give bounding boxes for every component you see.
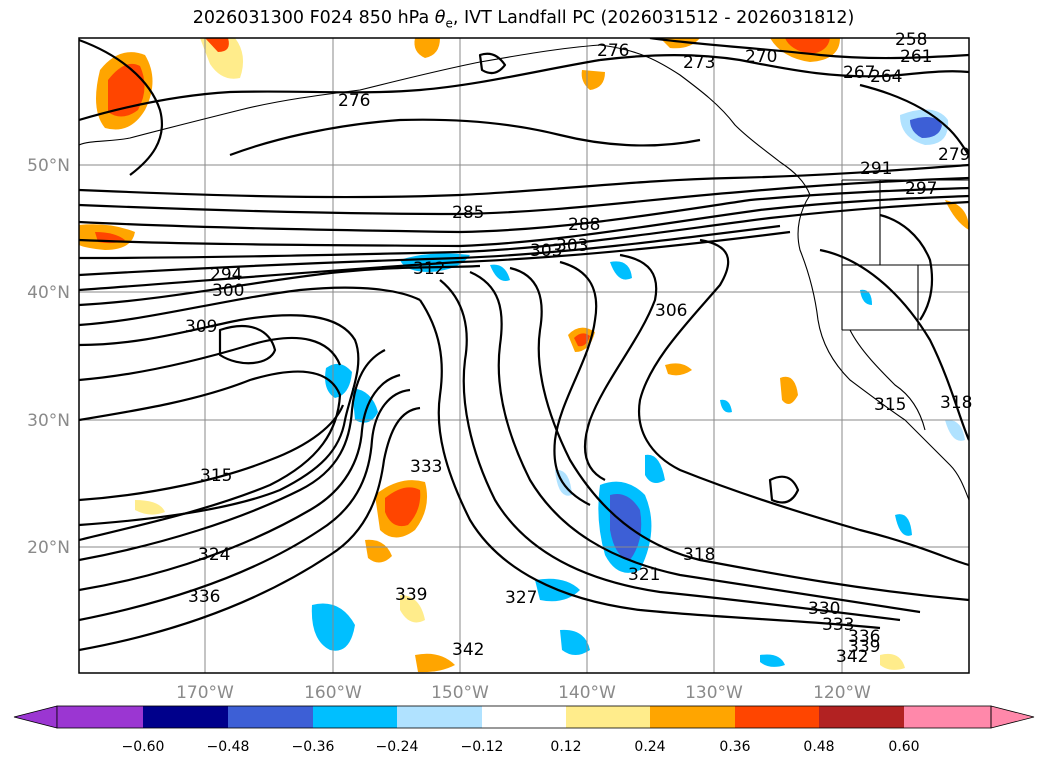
- contour-label: 321: [628, 565, 660, 585]
- graticule: [79, 38, 969, 673]
- colorbar-tick-label: 0.12: [550, 739, 581, 755]
- map-area: [79, 38, 969, 673]
- colorbar-tick-label: 0.36: [719, 739, 750, 755]
- contour-label: 300: [212, 281, 244, 301]
- contour-label: 315: [200, 466, 232, 486]
- contour-label: 333: [410, 457, 442, 477]
- colorbar-segment: [143, 706, 228, 728]
- longitude-labels: 170°W 160°W 150°W 140°W 130°W 120°W: [176, 683, 871, 703]
- coastlines: [79, 44, 969, 501]
- lat-label: 40°N: [27, 283, 70, 303]
- lat-label: 50°N: [27, 156, 70, 176]
- lat-label: 20°N: [27, 538, 70, 558]
- contour-label: 297: [905, 179, 937, 199]
- colorbar-tick-label: 0.60: [888, 739, 919, 755]
- map-frame: [78, 37, 970, 674]
- contour-label: 276: [338, 91, 370, 111]
- contour-label: 303: [530, 241, 562, 261]
- contour-label-group: 258 261 264 267 270 273 276 276 279 285 …: [185, 30, 972, 667]
- colorbar-tick-label: −0.12: [461, 739, 504, 755]
- lat-label: 30°N: [27, 411, 70, 431]
- lon-label: 150°W: [431, 683, 489, 703]
- contour-label: 309: [185, 317, 217, 337]
- colorbar-extend-high: [990, 705, 1035, 729]
- contour-label: 342: [452, 640, 484, 660]
- contour-label: 315: [874, 395, 906, 415]
- colorbar-segment: [735, 706, 819, 728]
- contour-label: 339: [395, 585, 427, 605]
- colorbar-extend-low: [13, 705, 58, 729]
- colorbar-segment: [650, 706, 735, 728]
- contour-label: 258: [895, 30, 927, 50]
- map-title: 2026031300 F024 850 hPa θe, IVT Landfall…: [192, 8, 855, 31]
- contour-label: 264: [870, 67, 902, 87]
- colorbar-tick-label: −0.60: [122, 739, 165, 755]
- contour-label: 336: [848, 627, 880, 647]
- lon-label: 130°W: [685, 683, 743, 703]
- contour-label: 279: [938, 145, 970, 165]
- colorbar-tick-label: −0.36: [292, 739, 335, 755]
- contour-label: 273: [683, 53, 715, 73]
- contour-label: 291: [860, 159, 892, 179]
- lon-label: 120°W: [813, 683, 871, 703]
- contour-label: 306: [655, 301, 687, 321]
- contour-label: 324: [198, 545, 230, 565]
- contour-label: 342: [836, 647, 868, 667]
- colorbar-segment: [566, 706, 650, 728]
- colorbar-segment: [819, 706, 904, 728]
- colorbar-segment: [904, 706, 991, 728]
- contour-label: 318: [940, 393, 972, 413]
- contour-label: 318: [683, 545, 715, 565]
- contour-label: 267: [843, 63, 875, 83]
- theta-e-contours: [79, 38, 969, 652]
- contour-label: 327: [505, 588, 537, 608]
- colorbar-tick-label: −0.24: [376, 739, 419, 755]
- colorbar-segment: [57, 706, 143, 728]
- lon-label: 160°W: [304, 683, 362, 703]
- contour-label: 261: [900, 47, 932, 67]
- contour-label: 303: [556, 236, 588, 256]
- lon-label: 170°W: [176, 683, 234, 703]
- latitude-labels: 50°N 40°N 30°N 20°N: [27, 156, 70, 558]
- colorbar-segment: [482, 706, 566, 728]
- lon-label: 140°W: [558, 683, 616, 703]
- contour-label: 336: [188, 587, 220, 607]
- colorbar-segment: [313, 706, 397, 728]
- contour-label: 339: [848, 637, 880, 657]
- contour-label: 270: [745, 47, 777, 67]
- colorbar-tick-label: −0.48: [207, 739, 250, 755]
- colorbar-tick-label: 0.24: [634, 739, 665, 755]
- colorbar-segment: [228, 706, 313, 728]
- contour-label: 276: [597, 41, 629, 61]
- colorbar-segment: [397, 706, 482, 728]
- contour-label: 288: [568, 215, 600, 235]
- colorbar-tick-label: 0.48: [803, 739, 834, 755]
- contour-label: 333: [822, 615, 854, 635]
- colorbar-outline: [56, 705, 992, 729]
- contour-label: 294: [210, 265, 242, 285]
- contour-label: 285: [452, 203, 484, 223]
- colorbar: −0.60 −0.48 −0.36 −0.24 −0.12 0.12 0.24 …: [13, 705, 1035, 755]
- contour-label: 312: [413, 259, 445, 279]
- contour-label: 330: [808, 599, 840, 619]
